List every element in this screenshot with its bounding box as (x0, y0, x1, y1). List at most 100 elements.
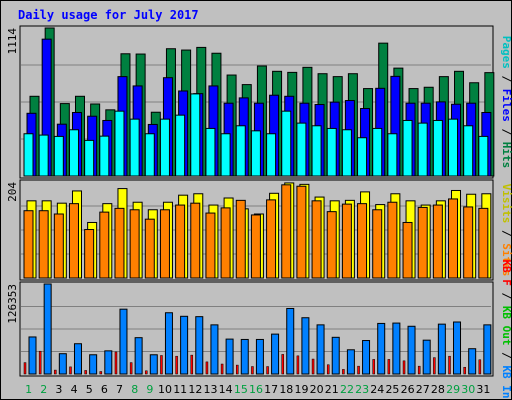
chart-title: Daily usage for July 2017 (18, 8, 199, 22)
bar-visits-sites-day-30 (463, 206, 474, 279)
x-tick-day-7: 7 (116, 383, 123, 396)
bar-hits-pages-day-10 (159, 118, 170, 177)
x-tick-day-22: 22 (340, 383, 354, 396)
bar-kbytes-kb-f-day-19 (296, 355, 300, 375)
bar-visits-sites-day-10 (159, 209, 170, 279)
bar-hits-pages-day-18 (281, 110, 292, 177)
x-tick-day-27: 27 (416, 383, 430, 396)
bar-visits-sites-day-6 (99, 211, 110, 279)
bar-kbytes-kb-f-day-15 (236, 364, 239, 375)
bar-kbytes-kb-f-day-16 (251, 366, 254, 375)
bar-kbytes-kb-in-day-11 (180, 315, 189, 375)
x-tick-day-23: 23 (355, 383, 369, 396)
bar-kbytes-kb-f-day-27 (417, 365, 421, 375)
x-tick-day-30: 30 (461, 383, 475, 396)
bar-kbytes-kb-f-day-4 (69, 366, 72, 375)
bar-kbytes-kb-in-day-27 (422, 339, 431, 375)
bar-hits-pages-day-4 (68, 129, 79, 177)
bar-kbytes-kb-f-day-29 (448, 355, 451, 375)
bar-kbytes-kb-in-day-12 (195, 316, 204, 375)
bar-visits-sites-day-2 (38, 210, 49, 279)
bar-kbytes-kb-f-day-2 (38, 350, 42, 375)
bar-kbytes-kb-f-day-12 (190, 354, 194, 375)
panel-visits-legend: Visits / Sites (500, 184, 512, 277)
bar-visits-sites-day-31 (478, 207, 489, 279)
bar-hits-pages-day-11 (175, 114, 186, 177)
x-tick-day-26: 26 (401, 383, 415, 396)
bar-kbytes-kb-in-day-15 (240, 338, 249, 375)
bar-kbytes-kb-f-day-22 (342, 369, 345, 375)
bar-visits-sites-day-21 (326, 211, 337, 279)
bar-kbytes-kb-f-day-8 (129, 362, 133, 375)
bar-kbytes-kb-in-day-7 (119, 308, 128, 375)
bar-kbytes-kb-f-day-10 (160, 355, 163, 375)
x-tick-day-12: 12 (188, 383, 202, 396)
legend-entry: / (500, 223, 512, 243)
x-tick-day-20: 20 (310, 383, 324, 396)
legend-entry: KB In (500, 365, 512, 398)
bar-visits-sites-day-19 (296, 185, 307, 279)
bar-kbytes-kb-in-day-5 (89, 354, 98, 375)
bar-kbytes-kb-in-day-30 (468, 348, 477, 375)
bar-kbytes-kb-in-day-1 (28, 336, 37, 375)
bar-kbytes-kb-f-day-9 (145, 370, 148, 375)
bar-kbytes-kb-f-day-26 (402, 360, 406, 375)
legend-entry: Visits (500, 184, 512, 224)
panel-visits-ymax-label: 204 (6, 182, 19, 202)
bar-hits-pages-day-2 (38, 134, 49, 177)
bar-kbytes-kb-f-day-23 (357, 365, 360, 375)
bar-visits-sites-day-27 (417, 206, 428, 279)
x-tick-day-18: 18 (279, 383, 293, 396)
bar-kbytes-kb-f-day-31 (478, 359, 482, 375)
x-tick-day-25: 25 (385, 383, 399, 396)
bar-visits-sites-day-13 (205, 212, 216, 279)
bar-kbytes-kb-f-day-25 (387, 359, 391, 375)
panel-hits-ymax-label: 1114 (6, 28, 19, 55)
bar-kbytes-kb-f-day-14 (220, 363, 224, 375)
bar-hits-pages-day-3 (53, 135, 64, 177)
bar-visits-sites-day-29 (448, 198, 459, 279)
bar-hits-pages-day-27 (417, 122, 428, 177)
bar-hits-pages-day-22 (341, 129, 352, 177)
bar-kbytes-kb-in-day-18 (286, 307, 295, 375)
bar-kbytes-kb-in-day-29 (453, 321, 462, 375)
bar-kbytes-kb-f-day-18 (281, 354, 284, 375)
bar-hits-pages-day-26 (402, 119, 413, 177)
bar-kbytes-kb-f-day-7 (114, 351, 118, 375)
bar-hits-pages-day-17 (266, 133, 277, 177)
bar-kbytes-kb-in-day-13 (210, 324, 219, 375)
bar-hits-pages-day-16 (250, 130, 261, 177)
bar-visits-sites-day-7 (114, 207, 125, 279)
x-tick-day-17: 17 (264, 383, 278, 396)
legend-entry: / (500, 346, 512, 366)
x-tick-day-14: 14 (219, 383, 233, 396)
bar-kbytes-kb-in-day-2 (43, 283, 52, 375)
bar-visits-sites-day-1 (23, 210, 34, 279)
legend-entry: Hits (500, 142, 512, 169)
bar-visits-sites-day-25 (387, 201, 398, 279)
x-tick-day-2: 2 (40, 383, 47, 396)
bar-kbytes-kb-in-day-24 (377, 322, 386, 375)
bar-kbytes-kb-f-day-1 (23, 362, 27, 375)
bar-visits-sites-day-24 (372, 209, 383, 279)
bar-kbytes-kb-in-day-10 (164, 312, 173, 375)
x-tick-day-28: 28 (431, 383, 445, 396)
x-tick-day-19: 19 (294, 383, 308, 396)
legend-entry: Sites (500, 243, 512, 276)
bar-kbytes-kb-in-day-25 (392, 322, 401, 375)
panel-kbytes-legend: KB F / KB Out / KB In (500, 259, 512, 398)
bar-hits-pages-day-28 (432, 119, 443, 177)
bar-kbytes-kb-in-day-4 (73, 343, 82, 375)
bar-kbytes-kb-in-day-6 (104, 350, 113, 375)
bar-kbytes-kb-in-day-3 (58, 353, 67, 375)
bar-hits-pages-day-6 (99, 135, 110, 177)
bar-visits-sites-day-9 (144, 218, 155, 279)
bar-visits-sites-day-17 (266, 199, 277, 279)
bar-kbytes-kb-in-day-16 (255, 338, 264, 375)
bar-kbytes-kb-in-day-31 (483, 324, 492, 375)
bar-hits-pages-day-19 (296, 122, 307, 177)
x-tick-day-1: 1 (25, 383, 32, 396)
x-tick-day-31: 31 (476, 383, 490, 396)
bar-kbytes-kb-in-day-21 (331, 336, 340, 375)
